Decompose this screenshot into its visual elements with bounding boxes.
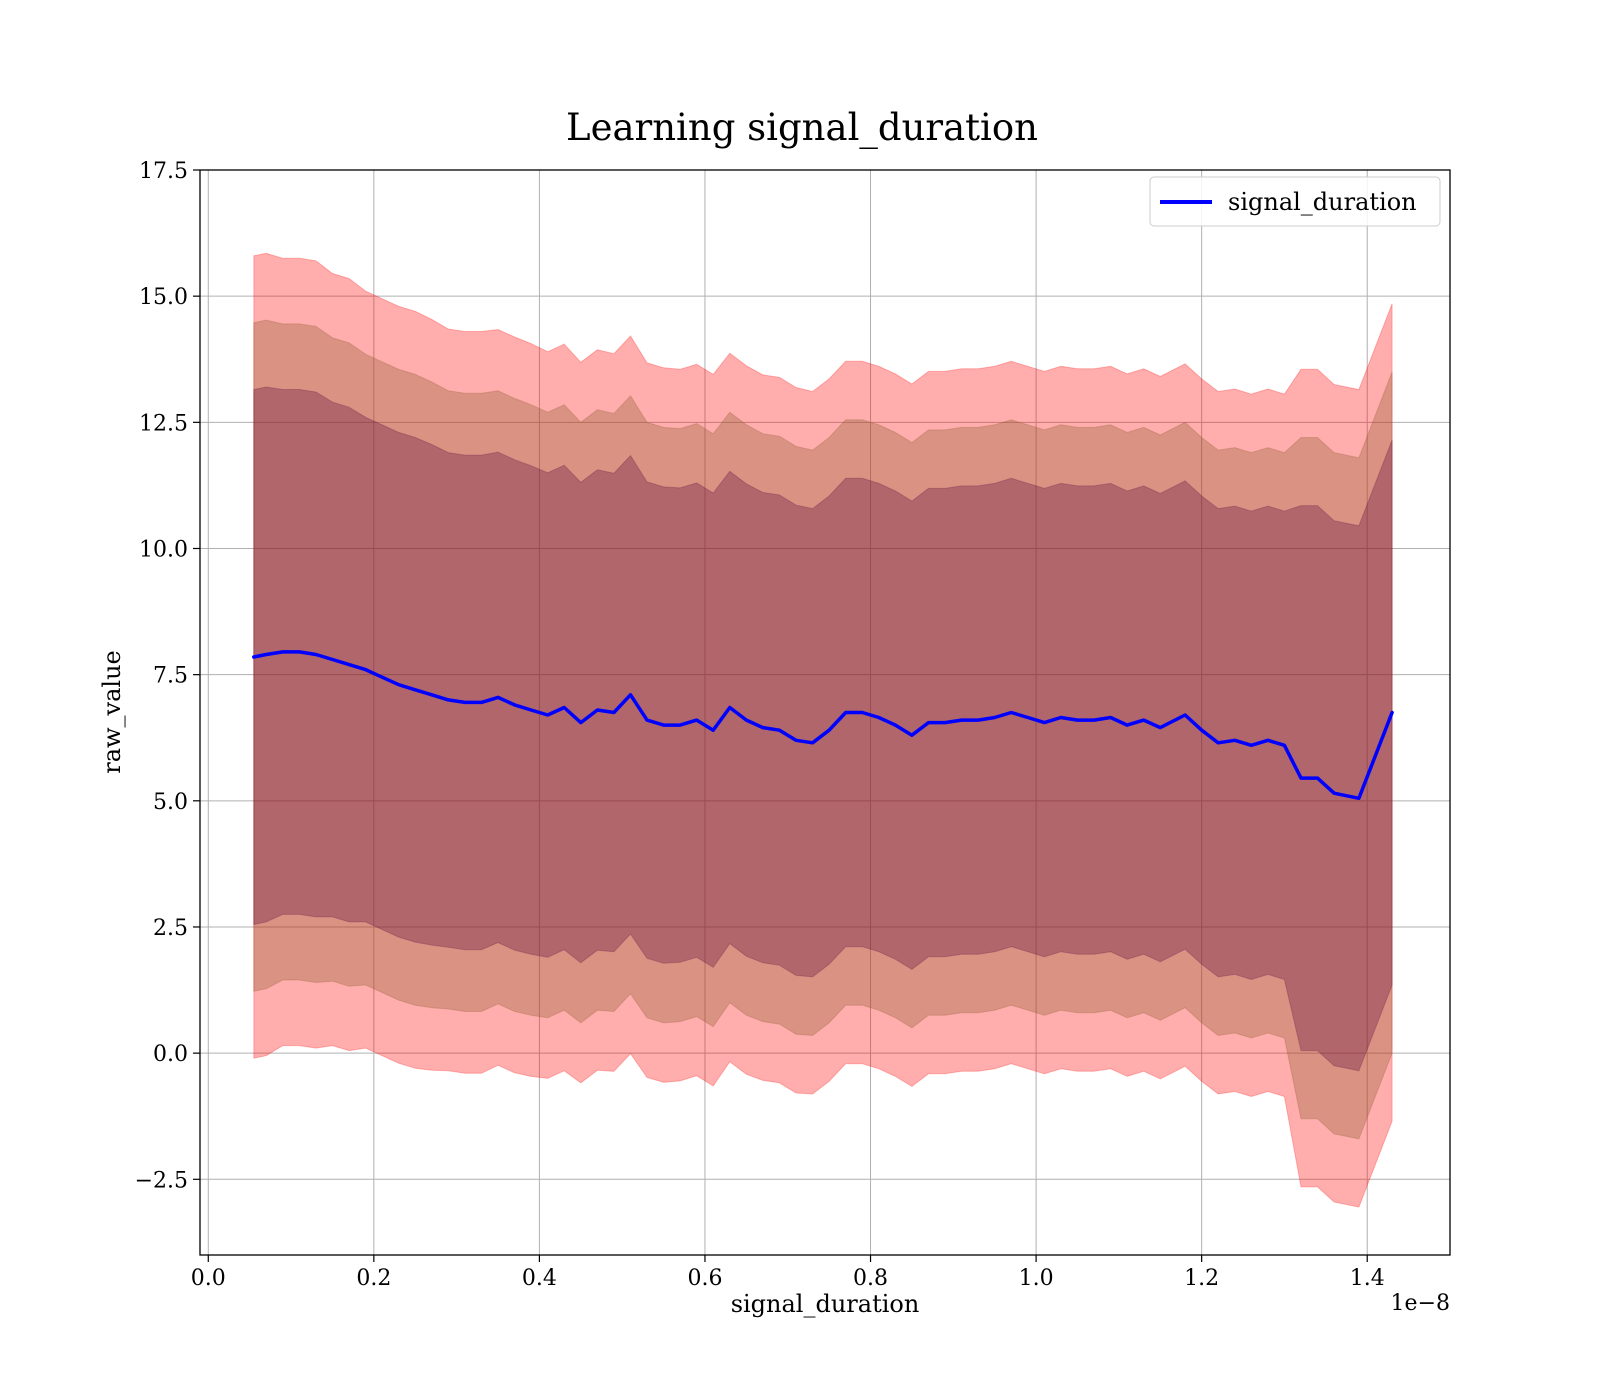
band-middle: [253, 319, 1393, 1140]
x-tick-label: 0.4: [522, 1266, 557, 1291]
band-outer: [253, 252, 1393, 1208]
x-tick-label: 1.4: [1350, 1266, 1385, 1291]
y-tick-label: 15.0: [139, 285, 188, 310]
axis-ticks: 0.0 0.2 0.4 0.6 0.8 1.0 1.2 1.4 −2.5 0.0 2.5 5.0 7.5…: [135, 159, 1385, 1291]
y-tick-label: −2.5: [135, 1168, 188, 1193]
x-tick-label: 1.0: [1019, 1266, 1054, 1291]
y-tick-label: 12.5: [139, 411, 188, 436]
y-tick-label: 10.0: [139, 537, 188, 562]
x-axis-label: signal_duration: [731, 1290, 920, 1318]
legend-box: [1149, 176, 1441, 227]
legend: signal_duration: [1149, 176, 1441, 227]
plot-area: [200, 170, 1450, 1255]
y-tick-label: 0.0: [153, 1042, 188, 1067]
uncertainty-bands: [253, 252, 1393, 1208]
x-tick-label: 0.6: [687, 1266, 722, 1291]
legend-entry-signal-duration: signal_duration: [1228, 188, 1417, 216]
chart-title: Learning signal_duration: [566, 106, 1038, 150]
x-tick-label: 1.2: [1184, 1266, 1219, 1291]
y-tick-label: 17.5: [139, 159, 188, 184]
series-line-signal-duration: [252, 650, 1394, 801]
y-axis-label: raw_value: [98, 650, 126, 774]
plot-frame: [199, 169, 1451, 1256]
x-tick-label: 0.2: [356, 1266, 391, 1291]
x-offset-label: 1e−8: [1391, 1291, 1450, 1316]
x-tick-label: 0.8: [853, 1266, 888, 1291]
band-inner: [253, 386, 1393, 1072]
y-tick-label: 7.5: [153, 664, 188, 689]
series-lines: [252, 650, 1394, 801]
y-tick-label: 5.0: [153, 790, 188, 815]
x-tick-label: 0.0: [191, 1266, 226, 1291]
y-tick-label: 2.5: [153, 916, 188, 941]
